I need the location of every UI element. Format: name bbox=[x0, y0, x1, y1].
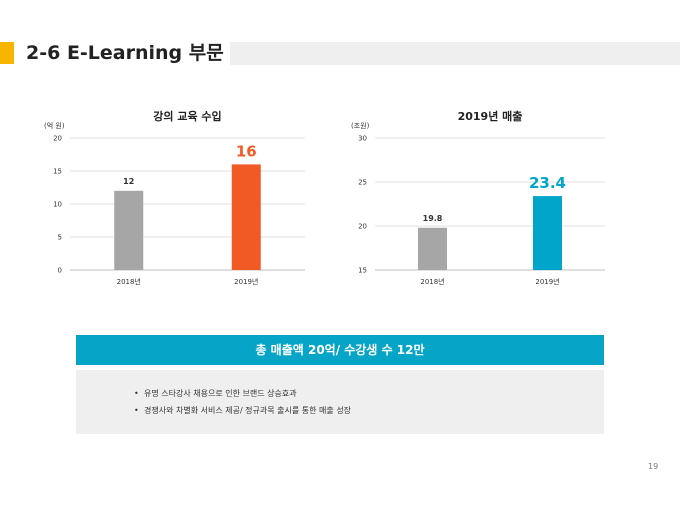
bar bbox=[533, 196, 562, 270]
bar bbox=[418, 227, 447, 270]
title-accent-bar bbox=[0, 42, 14, 64]
data-label: 12 bbox=[123, 177, 134, 186]
bullet-marker: • bbox=[134, 406, 139, 415]
x-tick-label: 2018년 bbox=[117, 277, 141, 286]
y-tick-label: 25 bbox=[358, 179, 367, 187]
y-tick-label: 30 bbox=[358, 135, 367, 143]
y-tick-label: 0 bbox=[58, 267, 62, 275]
y-tick-label: 15 bbox=[358, 267, 367, 275]
y-tick-label: 20 bbox=[53, 135, 62, 143]
summary-bullet-item: • 유명 스타강사 채용으로 인한 브랜드 상승효과 bbox=[134, 385, 351, 402]
y-tick-label: 15 bbox=[53, 168, 62, 176]
x-tick-label: 2019년 bbox=[535, 277, 559, 286]
chart-lecture-revenue: 강의 교육 수입 (억 원) 0 5 10 15 20 2018년 12 2019년 16 bbox=[40, 108, 310, 293]
page-title: 2-6 E-Learning 부문 bbox=[26, 42, 224, 64]
y-unit-label: (억 원) bbox=[44, 121, 65, 130]
chart-2019-sales: 2019년 매출 (조원) 15 20 25 30 2018년 19.8 2019년 23.4 bbox=[345, 108, 615, 293]
summary-banner: 총 매출액 20억/ 수강생 수 12만 bbox=[76, 335, 604, 365]
chart-2019-sales-svg: 2019년 매출 (조원) 15 20 25 30 2018년 19.8 2019년 23.4 bbox=[351, 109, 605, 286]
data-label: 19.8 bbox=[423, 214, 443, 223]
bar bbox=[231, 164, 261, 270]
summary-bullet-text: 경쟁사와 차별화 서비스 제공/ 정규과목 출시를 통한 매출 성장 bbox=[144, 406, 352, 415]
data-label: 16 bbox=[236, 142, 257, 160]
y-tick-label: 5 bbox=[58, 234, 62, 242]
x-tick-label: 2018년 bbox=[420, 277, 444, 286]
summary-bullet-list: • 유명 스타강사 채용으로 인한 브랜드 상승효과 • 경쟁사와 차별화 서비스 … bbox=[134, 385, 351, 419]
chart-lecture-revenue-svg: 강의 교육 수입 (억 원) 0 5 10 15 20 2018년 12 2019년 16 bbox=[44, 109, 305, 286]
bullet-marker: • bbox=[134, 389, 139, 398]
x-tick-label: 2019년 bbox=[234, 277, 258, 286]
bar bbox=[114, 190, 144, 270]
y-unit-label: (조원) bbox=[351, 121, 370, 130]
data-label: 23.4 bbox=[529, 174, 566, 192]
chart-title: 강의 교육 수입 bbox=[153, 109, 221, 123]
chart-title: 2019년 매출 bbox=[458, 109, 523, 123]
summary-bullet-item: • 경쟁사와 차별화 서비스 제공/ 정규과목 출시를 통한 매출 성장 bbox=[134, 402, 351, 419]
summary-bullet-box: • 유명 스타강사 채용으로 인한 브랜드 상승효과 • 경쟁사와 차별화 서비스 … bbox=[76, 370, 604, 434]
y-tick-label: 20 bbox=[358, 223, 367, 231]
y-tick-label: 10 bbox=[53, 201, 62, 209]
page-number: 19 bbox=[648, 462, 659, 471]
title-background-bar bbox=[230, 42, 680, 65]
summary-bullet-text: 유명 스타강사 채용으로 인한 브랜드 상승효과 bbox=[144, 389, 297, 398]
